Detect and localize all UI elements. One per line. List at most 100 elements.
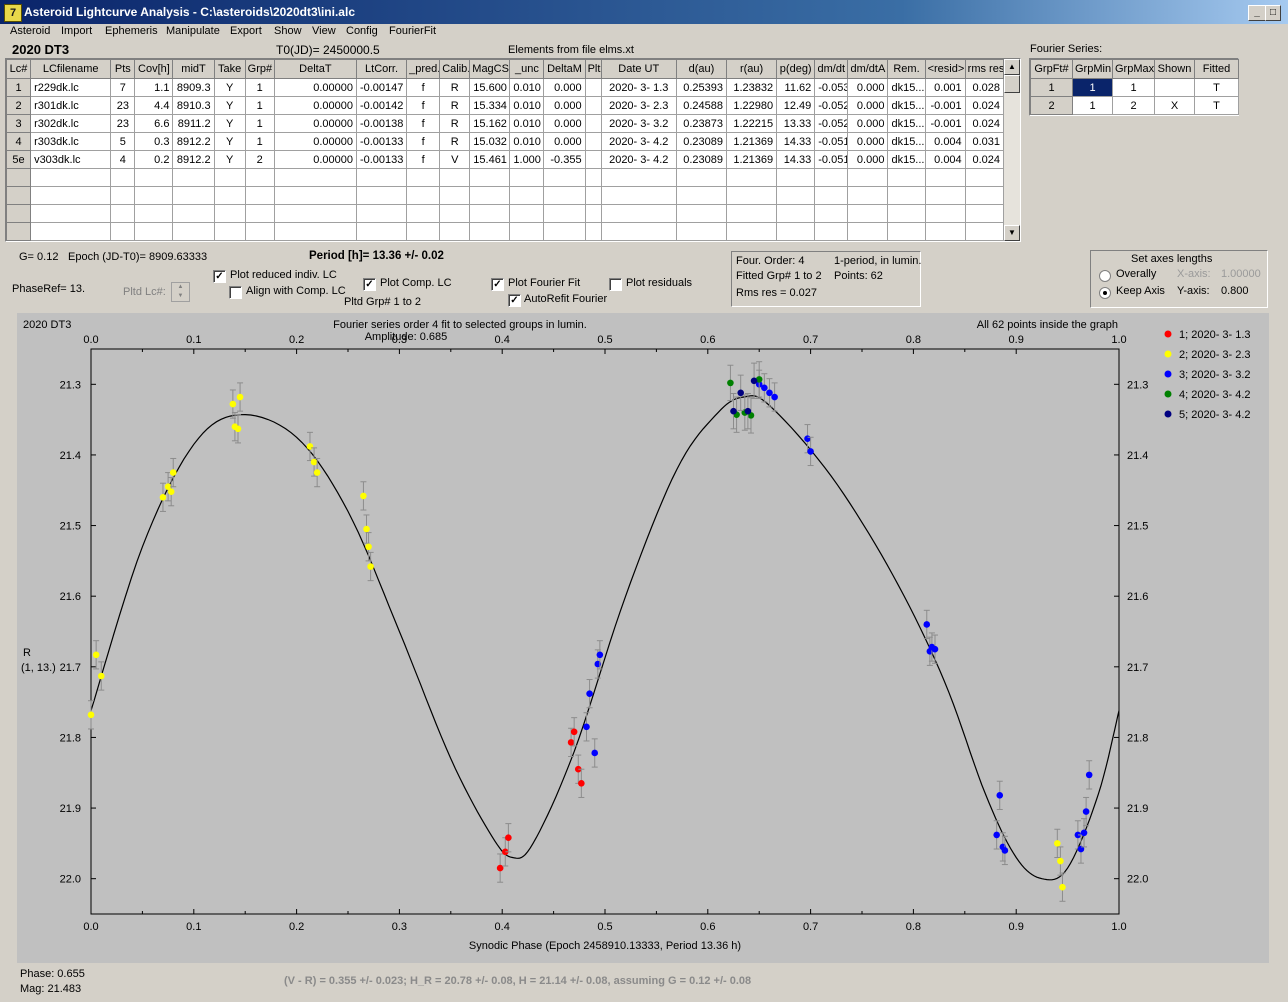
table-cell[interactable]: 0.23089 — [675, 132, 728, 151]
table-cell[interactable] — [172, 168, 215, 187]
table-cell[interactable] — [355, 168, 408, 187]
table-cell[interactable] — [964, 222, 1005, 241]
table-cell[interactable] — [887, 168, 926, 187]
table-cell[interactable]: 5 — [110, 132, 136, 151]
table-cell[interactable]: 0.000 — [847, 114, 889, 133]
table-cell[interactable] — [924, 222, 966, 241]
table-cell[interactable]: 1 — [244, 114, 275, 133]
table-cell[interactable]: 8911.2 — [172, 114, 215, 133]
table-cell[interactable]: 8912.2 — [172, 150, 215, 169]
menu-import[interactable]: Import — [61, 25, 93, 37]
table-cell[interactable]: 2020- 3- 4.2 — [600, 132, 677, 151]
table-row[interactable]: 5e v303dk.lc 4 0.2 8912.2 Y 2 0.00000 -0.00133 f V… — [6, 150, 1005, 169]
plot-comp-checkbox[interactable]: ✓ — [363, 278, 376, 291]
table-cell[interactable]: 0.000 — [847, 132, 889, 151]
table-cell[interactable] — [584, 168, 602, 187]
table-cell[interactable] — [355, 204, 408, 223]
table-cell[interactable] — [469, 204, 511, 223]
fs-row-header[interactable]: 1 — [1030, 78, 1073, 97]
table-cell[interactable] — [543, 204, 586, 223]
table-cell[interactable] — [213, 204, 246, 223]
table-cell[interactable]: 15.032 — [469, 132, 511, 151]
row-header[interactable] — [6, 168, 32, 187]
menu-view[interactable]: View — [312, 25, 336, 37]
autorefit-checkbox[interactable]: ✓ — [508, 294, 521, 307]
table-cell[interactable]: 2020- 3- 2.3 — [600, 96, 677, 115]
table-cell[interactable]: 15.162 — [469, 114, 511, 133]
table-cell[interactable] — [814, 222, 849, 241]
menu-ephemeris[interactable]: Ephemeris — [105, 25, 158, 37]
col-header[interactable]: dm/dt — [814, 59, 849, 79]
table-cell[interactable] — [213, 186, 246, 205]
table-cell[interactable] — [509, 222, 545, 241]
table-cell[interactable] — [244, 222, 275, 241]
table-cell[interactable]: 1.22215 — [725, 114, 778, 133]
table-cell[interactable] — [584, 222, 602, 241]
menu-asteroid[interactable]: Asteroid — [10, 25, 51, 37]
scroll-thumb[interactable] — [1004, 75, 1020, 93]
table-cell[interactable]: 14.33 — [776, 132, 816, 151]
table-cell[interactable]: 0.004 — [924, 150, 966, 169]
table-cell[interactable] — [355, 186, 408, 205]
table-cell[interactable]: 0.000 — [847, 96, 889, 115]
fs-col-header[interactable]: Shown — [1154, 59, 1195, 79]
col-header[interactable]: Plt — [584, 59, 602, 79]
scroll-up-icon[interactable]: ▲ — [1004, 59, 1020, 75]
table-cell[interactable] — [110, 222, 136, 241]
table-cell[interactable]: -0.052 — [814, 114, 849, 133]
plot-fourier-checkbox[interactable]: ✓ — [491, 278, 504, 291]
table-cell[interactable]: 1.21369 — [725, 132, 778, 151]
table-cell[interactable]: 0.031 — [964, 132, 1005, 151]
table-cell[interactable]: 0.000 — [543, 114, 586, 133]
table-cell[interactable]: 0.024 — [964, 114, 1005, 133]
table-cell[interactable]: -0.001 — [924, 96, 966, 115]
table-cell[interactable] — [725, 168, 778, 187]
table-cell[interactable] — [110, 186, 136, 205]
table-cell[interactable] — [213, 222, 246, 241]
table-cell[interactable] — [887, 222, 926, 241]
table-cell[interactable] — [273, 204, 357, 223]
table-cell[interactable] — [406, 204, 441, 223]
table-cell[interactable] — [675, 186, 728, 205]
overally-radio[interactable] — [1099, 270, 1111, 282]
table-cell[interactable] — [584, 204, 602, 223]
table-cell[interactable] — [543, 168, 586, 187]
col-header[interactable]: DeltaM — [543, 59, 586, 79]
col-header[interactable]: MagCS — [469, 59, 511, 79]
table-cell[interactable]: Y — [213, 150, 246, 169]
table-cell[interactable]: f — [406, 78, 441, 97]
y-axis-value[interactable]: 0.800 — [1221, 285, 1249, 297]
table-cell[interactable]: 0.000 — [543, 78, 586, 97]
row-header[interactable]: 1 — [6, 78, 32, 97]
col-header[interactable]: midT — [172, 59, 215, 79]
table-cell[interactable]: 0.23089 — [675, 150, 728, 169]
row-header[interactable]: 3 — [6, 114, 32, 133]
col-header[interactable]: Take — [213, 59, 246, 79]
table-cell[interactable] — [469, 222, 511, 241]
col-header[interactable]: _pred. — [406, 59, 441, 79]
table-cell[interactable]: 1.23832 — [725, 78, 778, 97]
table-cell[interactable] — [584, 150, 602, 169]
col-header[interactable]: _unc — [509, 59, 545, 79]
table-cell[interactable] — [600, 204, 677, 223]
table-cell[interactable]: dk15... — [887, 78, 926, 97]
table-cell[interactable]: 0.00000 — [273, 78, 357, 97]
table-cell[interactable]: 0.2 — [134, 150, 174, 169]
table-cell[interactable]: r229dk.lc — [30, 78, 112, 97]
row-header[interactable] — [6, 186, 32, 205]
fs-table-cell[interactable]: T — [1194, 96, 1239, 115]
fs-col-header[interactable]: GrpMax — [1112, 59, 1155, 79]
table-cell[interactable] — [439, 204, 471, 223]
lightcurve-plot[interactable]: 0.0 0.0 0.1 0.1 0.2 0.2 0.3 0.3 0.4 0.4 0.5 0.5 0.6 0… — [17, 313, 1269, 963]
table-cell[interactable] — [172, 204, 215, 223]
table-cell[interactable] — [172, 222, 215, 241]
table-cell[interactable]: 1.21369 — [725, 150, 778, 169]
table-cell[interactable]: 0.00000 — [273, 114, 357, 133]
table-cell[interactable]: 14.33 — [776, 150, 816, 169]
table-cell[interactable]: f — [406, 132, 441, 151]
table-cell[interactable]: r303dk.lc — [30, 132, 112, 151]
table-cell[interactable]: -0.051 — [814, 132, 849, 151]
table-cell[interactable]: 1.22980 — [725, 96, 778, 115]
table-cell[interactable] — [134, 186, 174, 205]
table-cell[interactable] — [30, 204, 112, 223]
